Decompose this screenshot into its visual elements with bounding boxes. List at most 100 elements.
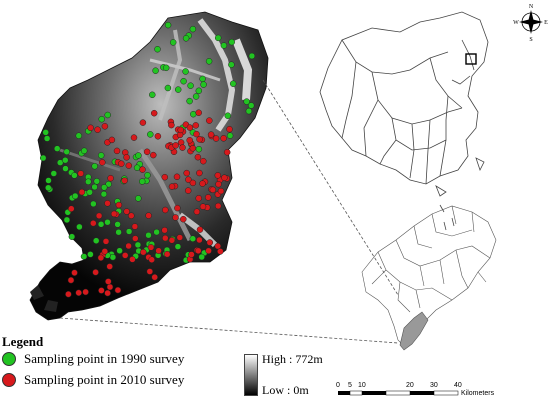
red-sampling-point <box>146 268 154 275</box>
legend-label-1990: Sampling point in 1990 survey <box>24 351 185 366</box>
red-sampling-point <box>102 238 110 245</box>
compass-east: E <box>544 20 548 26</box>
red-sampling-point <box>214 172 222 179</box>
green-sampling-point <box>248 52 256 60</box>
compass-west: W <box>513 20 519 26</box>
green-sampling-point <box>164 21 172 29</box>
red-sampling-point <box>113 147 121 155</box>
red-sampling-point <box>168 237 176 244</box>
green-sampling-point <box>100 184 108 191</box>
red-sampling-point <box>97 254 105 262</box>
green-sampling-point <box>134 241 142 249</box>
scale-tick-40: 40 <box>454 382 462 389</box>
green-sampling-point <box>245 107 253 115</box>
red-sampling-point <box>125 162 133 169</box>
red-sampling-point <box>104 200 111 207</box>
green-sampling-point <box>71 172 78 179</box>
red-sampling-point <box>168 183 176 190</box>
red-sampling-point <box>150 109 158 117</box>
green-sampling-point <box>105 180 112 188</box>
scale-tick-20: 20 <box>406 382 414 389</box>
red-sampling-point <box>196 136 203 143</box>
green-sampling-point <box>87 251 94 258</box>
green-sampling-point <box>114 221 121 228</box>
green-sampling-point <box>42 129 49 136</box>
red-sampling-point <box>128 212 135 219</box>
scale-tick-5: 5 <box>348 382 352 389</box>
green-sampling-points <box>39 21 256 264</box>
red-sampling-point <box>195 195 202 202</box>
green-sampling-point <box>62 165 69 172</box>
red-sampling-point <box>67 276 75 284</box>
red-sampling-point <box>172 214 179 221</box>
red-sampling-point <box>106 263 113 270</box>
red-sampling-point <box>101 123 109 130</box>
green-sampling-point <box>53 145 61 152</box>
green-sampling-point <box>243 98 250 105</box>
green-sampling-point <box>91 162 98 170</box>
red-sampling-point <box>125 242 132 250</box>
green-sampling-point <box>247 102 255 109</box>
red-dot-icon <box>2 373 16 387</box>
green-dot-icon <box>2 352 16 366</box>
red-sampling-point <box>214 202 222 210</box>
red-sampling-point <box>183 169 190 177</box>
red-sampling-point <box>150 151 157 159</box>
red-sampling-point <box>173 173 181 181</box>
green-sampling-point <box>186 97 193 105</box>
red-sampling-point <box>98 287 105 294</box>
green-sampling-point <box>147 131 154 138</box>
green-sampling-point <box>138 178 146 185</box>
red-sampling-point <box>196 236 203 244</box>
red-sampling-point <box>131 223 139 230</box>
green-sampling-point <box>226 132 234 139</box>
red-sampling-point <box>226 125 233 133</box>
elevation-low-label: Low : 0m <box>262 383 309 397</box>
red-sampling-point <box>148 256 155 263</box>
green-sampling-point <box>224 112 232 119</box>
green-sampling-point <box>154 45 161 53</box>
red-sampling-point <box>143 148 151 156</box>
red-sampling-point <box>206 117 213 124</box>
red-sampling-point <box>99 159 106 166</box>
red-sampling-point <box>139 119 147 126</box>
green-sampling-point <box>45 177 52 184</box>
red-sampling-point <box>115 201 123 209</box>
green-sampling-point <box>153 228 160 236</box>
red-sampling-point <box>162 234 169 242</box>
red-sampling-point <box>161 173 169 181</box>
red-sampling-point <box>217 187 225 195</box>
green-sampling-point <box>205 58 213 65</box>
red-sampling-point <box>118 160 125 167</box>
red-sampling-point <box>204 194 212 201</box>
legend-label-2010: Sampling point in 2010 survey <box>24 372 185 387</box>
legend-title: Legend <box>2 334 44 349</box>
red-sampling-point <box>193 208 201 215</box>
red-sampling-point <box>176 234 184 241</box>
red-sampling-point <box>177 126 184 134</box>
red-sampling-point <box>209 186 217 194</box>
green-sampling-point <box>199 75 206 83</box>
red-sampling-point <box>121 177 128 184</box>
red-sampling-point <box>174 204 181 212</box>
red-sampling-point <box>104 289 111 297</box>
green-sampling-point <box>39 154 47 162</box>
green-sampling-point <box>195 87 203 95</box>
green-sampling-point <box>115 228 122 236</box>
green-sampling-point <box>50 170 58 177</box>
red-sampling-point <box>215 180 222 188</box>
green-sampling-point <box>174 243 182 250</box>
red-sampling-point <box>180 215 187 223</box>
red-sampling-point <box>185 176 192 183</box>
red-sampling-point <box>200 157 207 165</box>
red-sampling-points <box>65 109 233 298</box>
red-sampling-point <box>75 289 82 297</box>
green-sampling-point <box>144 171 151 179</box>
red-sampling-point <box>186 137 193 144</box>
red-sampling-point <box>186 124 194 131</box>
green-sampling-point <box>187 82 194 89</box>
red-sampling-point <box>194 153 202 161</box>
green-sampling-point <box>149 91 156 99</box>
legend-item-2010: Sampling point in 2010 survey <box>2 372 184 388</box>
